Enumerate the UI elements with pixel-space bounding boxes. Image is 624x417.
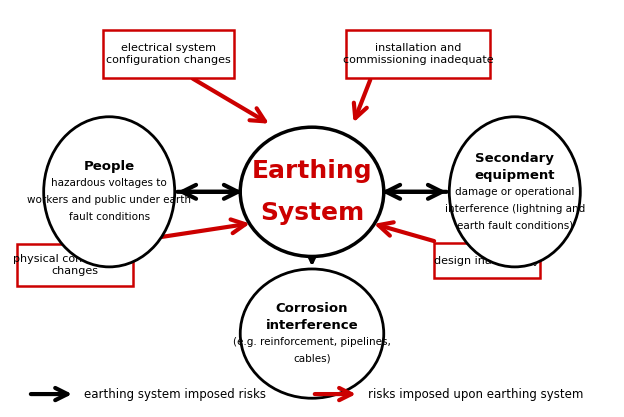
Text: risks imposed upon earthing system: risks imposed upon earthing system	[368, 387, 583, 401]
Text: electrical system
configuration changes: electrical system configuration changes	[106, 43, 231, 65]
Text: design inadequacy: design inadequacy	[434, 256, 540, 266]
Text: cables): cables)	[293, 354, 331, 364]
FancyBboxPatch shape	[103, 30, 234, 78]
Text: interference (lightning and: interference (lightning and	[445, 203, 585, 214]
Text: physical configuration
changes: physical configuration changes	[13, 254, 137, 276]
Text: Earthing: Earthing	[251, 159, 373, 183]
Text: Corrosion: Corrosion	[276, 302, 348, 315]
FancyBboxPatch shape	[17, 244, 132, 286]
Text: Secondary: Secondary	[475, 152, 554, 165]
Text: workers and public under earth: workers and public under earth	[27, 195, 191, 205]
Text: equipment: equipment	[474, 168, 555, 182]
Text: earthing system imposed risks: earthing system imposed risks	[84, 387, 266, 401]
Text: System: System	[260, 201, 364, 225]
Text: fault conditions: fault conditions	[69, 212, 150, 222]
Text: People: People	[84, 160, 135, 173]
Text: installation and
commissioning inadequate: installation and commissioning inadequat…	[343, 43, 494, 65]
Text: interference: interference	[266, 319, 358, 332]
Ellipse shape	[44, 117, 175, 267]
Ellipse shape	[240, 269, 384, 398]
FancyBboxPatch shape	[346, 30, 490, 78]
Ellipse shape	[240, 127, 384, 256]
FancyBboxPatch shape	[434, 243, 540, 279]
Text: earth fault conditions): earth fault conditions)	[457, 220, 573, 230]
Text: damage or operational: damage or operational	[455, 187, 575, 197]
Text: (e.g. reinforcement, pipelines,: (e.g. reinforcement, pipelines,	[233, 337, 391, 347]
Ellipse shape	[449, 117, 580, 267]
Text: hazardous voltages to: hazardous voltages to	[51, 178, 167, 188]
